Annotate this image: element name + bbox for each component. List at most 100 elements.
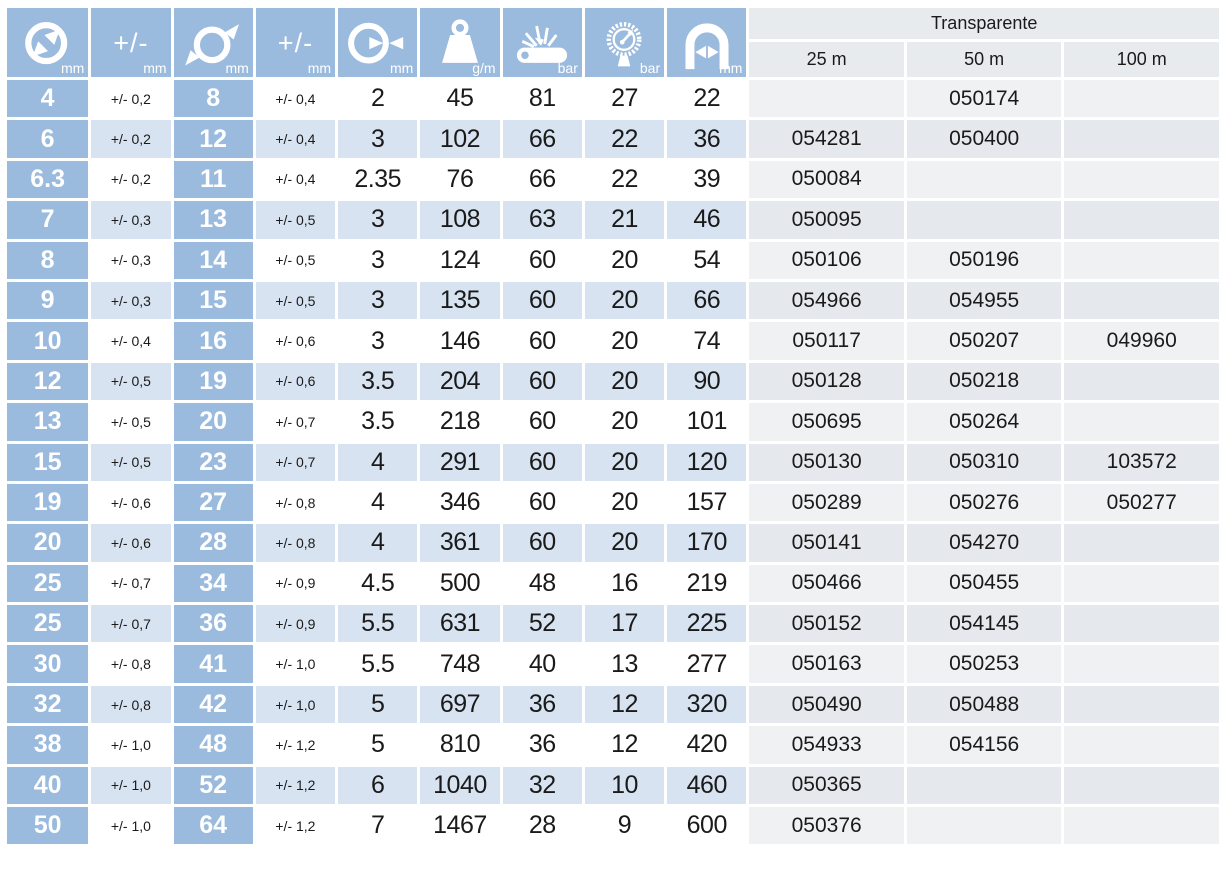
inner-diameter-cell: 32 [7, 685, 89, 724]
bend-radius-cell: 600 [667, 807, 747, 845]
wall-thickness-icon [338, 7, 417, 78]
outer-tolerance-cell: +/- 1,2 [255, 726, 336, 764]
wall-thickness-cell: 3 [338, 322, 418, 360]
wall-thickness-cell: 3 [338, 201, 418, 239]
table-row: 10 +/- 0,4 16 +/- 0,6 3 146 60 20 74 050117 050207… [7, 322, 1219, 360]
table-row: 25 +/- 0,7 34 +/- 0,9 4.5 500 48 16 219 050466 050… [7, 564, 1219, 603]
unit-label: mm [143, 59, 167, 76]
inner-tolerance-cell: +/- 0,5 [91, 362, 171, 401]
article-50m-cell: 050455 [906, 564, 1062, 603]
bend-radius-cell: 120 [667, 443, 747, 481]
unit-label: mm [225, 59, 249, 76]
inner-tolerance-header: +/- mm [91, 8, 171, 77]
weight-icon [420, 7, 499, 78]
inner-tolerance-cell: +/- 0,5 [91, 403, 171, 441]
working-pressure-cell: 22 [584, 160, 665, 199]
outer-diameter-cell: 15 [173, 281, 253, 320]
working-pressure-cell: 20 [584, 403, 665, 441]
weight-cell: 146 [420, 322, 500, 360]
outer-tolerance-cell: +/- 0,8 [255, 483, 336, 522]
burst-pressure-cell: 60 [502, 403, 582, 441]
weight-cell: 500 [420, 564, 500, 603]
burst-pressure-cell: 60 [502, 281, 582, 320]
working-pressure-cell: 12 [584, 726, 665, 764]
weight-cell: 135 [420, 281, 500, 320]
article-50m-cell: 050276 [906, 483, 1062, 522]
article-50m-cell [906, 766, 1062, 805]
outer-tolerance-cell: +/- 1,0 [255, 685, 336, 724]
working-pressure-cell: 20 [584, 443, 665, 481]
inner-diameter-cell: 12 [7, 362, 89, 401]
outer-diameter-cell: 11 [173, 160, 253, 199]
inner-diameter-cell: 38 [7, 726, 89, 764]
inner-diameter-cell: 9 [7, 281, 89, 320]
inner-tolerance-cell: +/- 0,7 [91, 605, 171, 643]
wall-thickness-cell: 4 [338, 443, 418, 481]
wall-thickness-cell: 4 [338, 483, 418, 522]
wall-thickness-cell: 5.5 [338, 645, 418, 683]
wall-thickness-cell: 5.5 [338, 605, 418, 643]
bend-radius-cell: 54 [667, 241, 747, 279]
table-row: 4 +/- 0,2 8 +/- 0,4 2 45 81 27 22 050174 [7, 80, 1219, 118]
table-row: 38 +/- 1,0 48 +/- 1,2 5 810 36 12 420 054933 05415… [7, 726, 1219, 764]
bend-radius-cell: 277 [667, 645, 747, 683]
article-25m-cell: 054966 [749, 281, 904, 320]
inner-tolerance-cell: +/- 1,0 [91, 726, 171, 764]
working-pressure-cell: 20 [584, 281, 665, 320]
outer-diameter-cell: 52 [173, 766, 253, 805]
inner-tolerance-cell: +/- 0,5 [91, 443, 171, 481]
article-25m-cell: 050141 [749, 524, 904, 562]
article-50m-cell [906, 807, 1062, 845]
outer-tolerance-cell: +/- 1,2 [255, 766, 336, 805]
inner-diameter-cell: 50 [7, 807, 89, 845]
weight-cell: 631 [420, 605, 500, 643]
burst-pressure-cell: 36 [502, 726, 582, 764]
inner-diameter-cell: 19 [7, 483, 89, 522]
working-pressure-cell: 9 [584, 807, 665, 845]
inner-tolerance-cell: +/- 0,8 [91, 645, 171, 683]
article-25m-cell: 050095 [749, 201, 904, 239]
bend-radius-cell: 420 [667, 726, 747, 764]
table-row: 32 +/- 0,8 42 +/- 1,0 5 697 36 12 320 050490 05048… [7, 685, 1219, 724]
pressure-gauge-icon [585, 7, 664, 78]
burst-pressure-cell: 60 [502, 322, 582, 360]
wall-thickness-cell: 3 [338, 281, 418, 320]
inner-diameter-cell: 25 [7, 605, 89, 643]
inner-diameter-cell: 10 [7, 322, 89, 360]
inner-diameter-header: mm [7, 8, 89, 77]
working-pressure-cell: 16 [584, 564, 665, 603]
article-25m-cell: 050490 [749, 685, 904, 724]
wall-thickness-cell: 3.5 [338, 362, 418, 401]
unit-label: bar [639, 59, 661, 76]
burst-pressure-cell: 52 [502, 605, 582, 643]
article-100m-cell [1064, 241, 1219, 279]
burst-pressure-cell: 60 [502, 443, 582, 481]
article-50m-cell: 050207 [906, 322, 1062, 360]
length-header-100m: 100 m [1064, 42, 1219, 77]
weight-cell: 102 [420, 120, 500, 158]
outer-tolerance-header: +/- mm [255, 8, 336, 77]
article-50m-cell: 054145 [906, 605, 1062, 643]
page: mm +/- mm mm [7, 7, 1219, 845]
outer-diameter-cell: 41 [173, 645, 253, 683]
outer-tolerance-cell: +/- 0,8 [255, 524, 336, 562]
inner-diameter-cell: 6 [7, 120, 89, 158]
outer-tolerance-cell: +/- 0,6 [255, 362, 336, 401]
inner-tolerance-cell: +/- 0,3 [91, 241, 171, 279]
table-row: 9 +/- 0,3 15 +/- 0,5 3 135 60 20 66 054966 054955 [7, 281, 1219, 320]
bend-radius-cell: 101 [667, 403, 747, 441]
working-pressure-cell: 27 [584, 80, 665, 118]
article-25m-cell: 050695 [749, 403, 904, 441]
inner-diameter-cell: 15 [7, 443, 89, 481]
table-row: 8 +/- 0,3 14 +/- 0,5 3 124 60 20 54 050106 050196 [7, 241, 1219, 279]
working-pressure-cell: 20 [584, 483, 665, 522]
outer-diameter-cell: 12 [173, 120, 253, 158]
table-row: 6.3 +/- 0,2 11 +/- 0,4 2.35 76 66 22 39 050084 [7, 160, 1219, 199]
bend-radius-cell: 74 [667, 322, 747, 360]
unit-label: mm [719, 59, 743, 76]
outer-diameter-cell: 16 [173, 322, 253, 360]
inner-diameter-cell: 8 [7, 241, 89, 279]
weight-cell: 218 [420, 403, 500, 441]
inner-tolerance-cell: +/- 1,0 [91, 766, 171, 805]
bend-radius-cell: 320 [667, 685, 747, 724]
